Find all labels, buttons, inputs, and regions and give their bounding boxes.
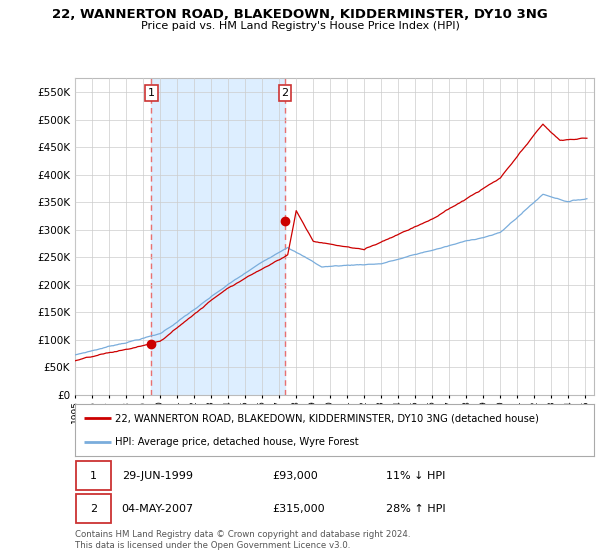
- Text: 04-MAY-2007: 04-MAY-2007: [122, 503, 194, 514]
- Text: 22, WANNERTON ROAD, BLAKEDOWN, KIDDERMINSTER, DY10 3NG: 22, WANNERTON ROAD, BLAKEDOWN, KIDDERMIN…: [52, 8, 548, 21]
- Text: Price paid vs. HM Land Registry's House Price Index (HPI): Price paid vs. HM Land Registry's House …: [140, 21, 460, 31]
- Text: Contains HM Land Registry data © Crown copyright and database right 2024.
This d: Contains HM Land Registry data © Crown c…: [75, 530, 410, 550]
- Text: 11% ↓ HPI: 11% ↓ HPI: [386, 470, 446, 480]
- Text: 2: 2: [281, 88, 289, 98]
- Text: 1: 1: [148, 88, 155, 98]
- Text: £315,000: £315,000: [272, 503, 325, 514]
- Text: 28% ↑ HPI: 28% ↑ HPI: [386, 503, 446, 514]
- FancyBboxPatch shape: [76, 461, 112, 490]
- Text: 29-JUN-1999: 29-JUN-1999: [122, 470, 193, 480]
- Text: 22, WANNERTON ROAD, BLAKEDOWN, KIDDERMINSTER, DY10 3NG (detached house): 22, WANNERTON ROAD, BLAKEDOWN, KIDDERMIN…: [115, 413, 539, 423]
- Bar: [151, 78, 285, 395]
- Text: HPI: Average price, detached house, Wyre Forest: HPI: Average price, detached house, Wyre…: [115, 437, 359, 447]
- FancyBboxPatch shape: [76, 494, 112, 523]
- Text: 1: 1: [90, 470, 97, 480]
- Text: £93,000: £93,000: [272, 470, 318, 480]
- Text: 2: 2: [90, 503, 97, 514]
